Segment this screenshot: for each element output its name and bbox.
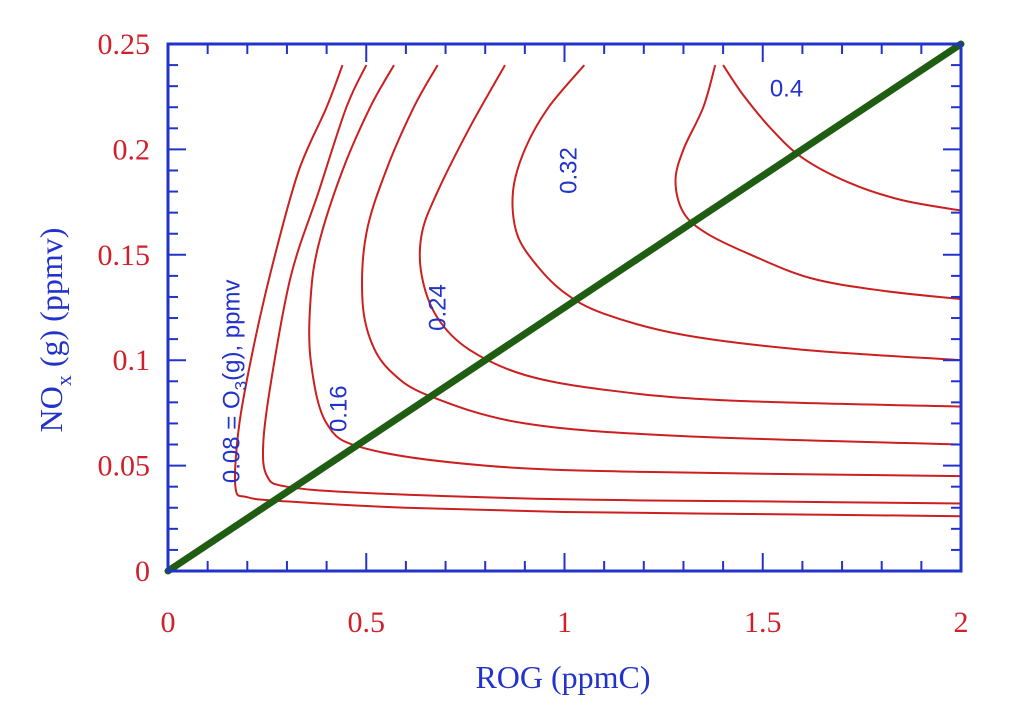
y-axis-title: NOx (g) (ppmv) bbox=[33, 228, 76, 433]
y-axis-title-rest: (g) (ppmv) bbox=[33, 228, 69, 376]
contour-label-4: 0.32 bbox=[555, 147, 582, 194]
contour-line-4 bbox=[361, 64, 962, 446]
contour-label-main: 0.08 = O bbox=[218, 390, 245, 483]
contour-label-sub: 3 bbox=[231, 381, 250, 390]
contour-label-1: 0.08 = O3(g), ppmv bbox=[218, 280, 250, 484]
contour-line-5 bbox=[418, 64, 962, 408]
contour-label-2: 0.16 bbox=[325, 385, 352, 432]
contour-label-main: 0.32 bbox=[555, 147, 582, 194]
x-tick-label: 1.5 bbox=[744, 606, 782, 639]
x-tick-label: 0.5 bbox=[348, 606, 386, 639]
contour-label-rest: (g), ppmv bbox=[218, 280, 245, 381]
y-axis-title-main: NO bbox=[33, 386, 69, 432]
y-tick-label: 0.25 bbox=[98, 28, 151, 61]
x-tick-label: 0 bbox=[161, 606, 176, 639]
ratio-line-group bbox=[164, 40, 965, 575]
contour-line-7 bbox=[674, 64, 962, 301]
contour-line-3 bbox=[308, 64, 962, 478]
x-axis-title: ROG (ppmC) bbox=[475, 659, 650, 695]
x-tick-labels: 0 0.5 1 1.5 2 bbox=[161, 606, 969, 639]
contour-line-8 bbox=[722, 64, 962, 212]
contour-line-2 bbox=[261, 64, 962, 505]
y-tick-labels: 0 0.05 0.1 0.15 0.2 0.25 bbox=[98, 28, 151, 588]
tick-marks bbox=[167, 43, 962, 572]
contour-label-5: 0.4 bbox=[770, 76, 803, 103]
contour-label-main: 0.16 bbox=[325, 385, 352, 432]
y-axis-title-sub: x bbox=[51, 375, 76, 386]
contour-line-6 bbox=[511, 64, 962, 362]
contour-label-main: 0.24 bbox=[425, 284, 452, 331]
contour-lines bbox=[234, 64, 962, 518]
y-tick-label: 0.05 bbox=[98, 450, 151, 483]
contour-labels: 0.08 = O3(g), ppmv 0.16 0.24 0.32 0.4 bbox=[218, 76, 803, 483]
y-tick-label: 0.15 bbox=[98, 239, 151, 272]
contour-label-main: 0.4 bbox=[770, 76, 803, 103]
x-tick-label: 2 bbox=[954, 606, 969, 639]
y-tick-label: 0 bbox=[135, 555, 150, 588]
y-tick-label: 0.2 bbox=[113, 133, 151, 166]
contour-line-1 bbox=[234, 64, 962, 518]
ratio-line bbox=[164, 40, 965, 575]
x-tick-label: 1 bbox=[557, 606, 572, 639]
y-tick-label: 0.1 bbox=[113, 344, 151, 377]
contour-label-3: 0.24 bbox=[425, 284, 452, 331]
